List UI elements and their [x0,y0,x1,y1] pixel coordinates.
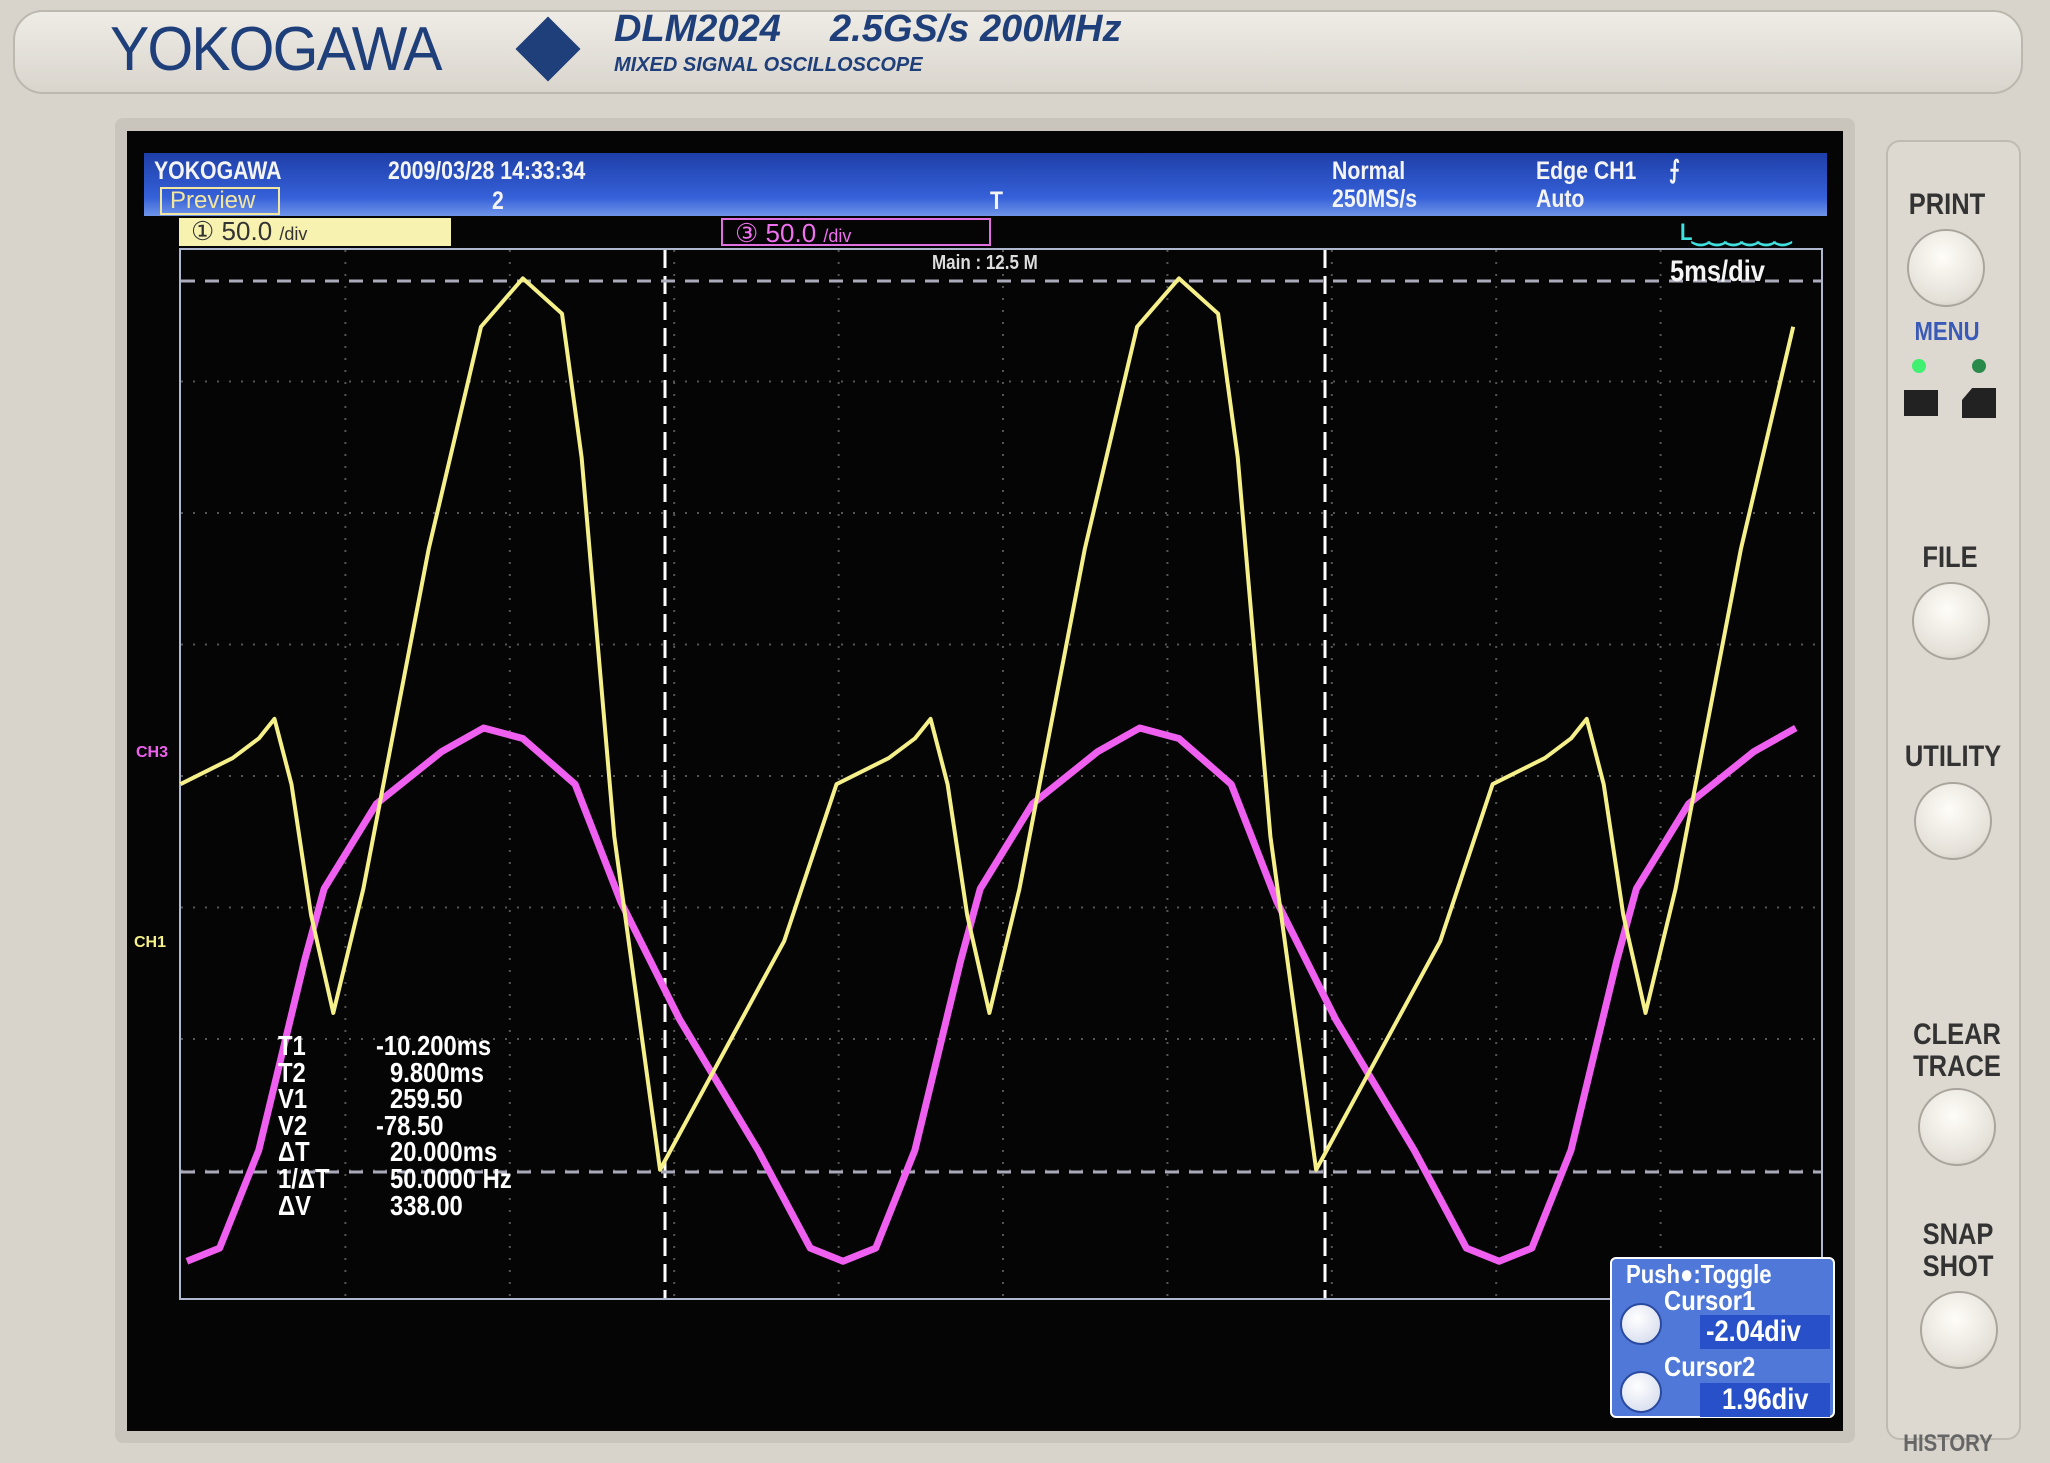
status-header: YOKOGAWA 2009/03/28 14:33:34 Preview 2 T… [144,153,1827,216]
cursor1-knob-icon[interactable] [1620,1303,1662,1345]
file-button[interactable] [1912,582,1990,660]
history-label: HISTORY [1903,1430,1993,1457]
measurement-value: 50.0000 Hz [390,1163,512,1194]
header-datetime: 2009/03/28 14:33:34 [388,157,586,185]
cursor2-knob-icon[interactable] [1620,1371,1662,1413]
trigger-mode[interactable]: Auto [1536,185,1585,213]
ch3-circle-icon: ③ [735,218,766,248]
measurement-label: ΔT [278,1136,310,1168]
preview-label[interactable]: Preview [160,187,280,215]
print-label: PRINT [1908,188,1986,221]
utility-label: UTILITY [1904,740,2002,773]
snapshot-button[interactable] [1920,1291,1998,1369]
utility-button[interactable] [1914,782,1992,860]
measurement-label: 1/ΔT [278,1163,330,1194]
marker-label: 2 [492,187,504,215]
cursor1-value: -2.04div [1706,1315,1801,1348]
ch1-scale[interactable]: ① 50.0 /div [179,218,451,246]
print-button[interactable] [1907,229,1985,307]
measurement-value: 9.800ms [390,1056,484,1088]
clear-trace-label-2: TRACE [1913,1050,2001,1083]
acquisition-mode[interactable]: Normal [1332,157,1406,185]
measurement-value: -78.50 [376,1109,444,1141]
screen [127,131,1843,1431]
measurement-label: V1 [278,1083,308,1115]
ch1-circle-icon: ① [191,216,222,246]
timebase[interactable]: 5ms/div [1670,255,1765,288]
measurement-label: ΔV [278,1189,311,1221]
menu-label: MENU [1914,316,1980,346]
snapshot-label-2: SHOT [1922,1250,1994,1283]
measurement-label: V2 [278,1109,308,1141]
file-label: FILE [1922,541,1978,574]
model-subtitle: MIXED SIGNAL OSCILLOSCOPE [614,54,923,76]
ch3-ground-marker: CH3 [136,744,169,761]
bezel-top [13,10,2023,94]
measurement-value: -10.200ms [376,1030,492,1061]
measurement-value: 20.000ms [390,1136,498,1168]
cursor-panel-title: Push●:Toggle [1626,1259,1772,1289]
trigger-type[interactable]: Edge CH1 [1536,157,1637,185]
rising-edge-icon: ⨍ [1669,156,1681,184]
model-spec: 2.5GS/s 200MHz [830,8,1122,50]
led-icon [1912,359,1926,373]
measurement-label: T2 [278,1056,306,1088]
led-icon [1972,359,1986,373]
measurement-value: 259.50 [390,1083,463,1115]
clear-trace-label: CLEAR [1913,1018,2001,1051]
model-name: DLM2024 [614,8,781,50]
cursor2-label: Cursor2 [1664,1351,1756,1382]
brand-logo: YOKOGAWA [110,15,443,84]
main-record-length: Main : 12.5 M [932,252,1038,274]
trigger-position-marker: T [990,187,1003,215]
logic-marker: L‿‿‿‿‿‿ [1680,219,1791,246]
cursor1-label: Cursor1 [1664,1285,1756,1316]
measurement-label: T1 [278,1030,306,1061]
ch1-ground-marker: CH1 [134,934,167,951]
measurement-value: 338.00 [390,1189,463,1221]
snapshot-label: SNAP [1922,1218,1994,1251]
cursor-panel: Push●:Toggle Cursor1 -2.04div Cursor2 1.… [1610,1257,1835,1418]
header-brand: YOKOGAWA [154,157,282,185]
folder-icon [1904,390,1938,416]
ch1-waveform [179,276,1796,1172]
clear-trace-button[interactable] [1918,1088,1996,1166]
ch3-scale[interactable]: ③ 50.0 /div [721,218,991,246]
cursor2-value: 1.96div [1722,1383,1809,1416]
sample-rate: 250MS/s [1332,185,1418,213]
